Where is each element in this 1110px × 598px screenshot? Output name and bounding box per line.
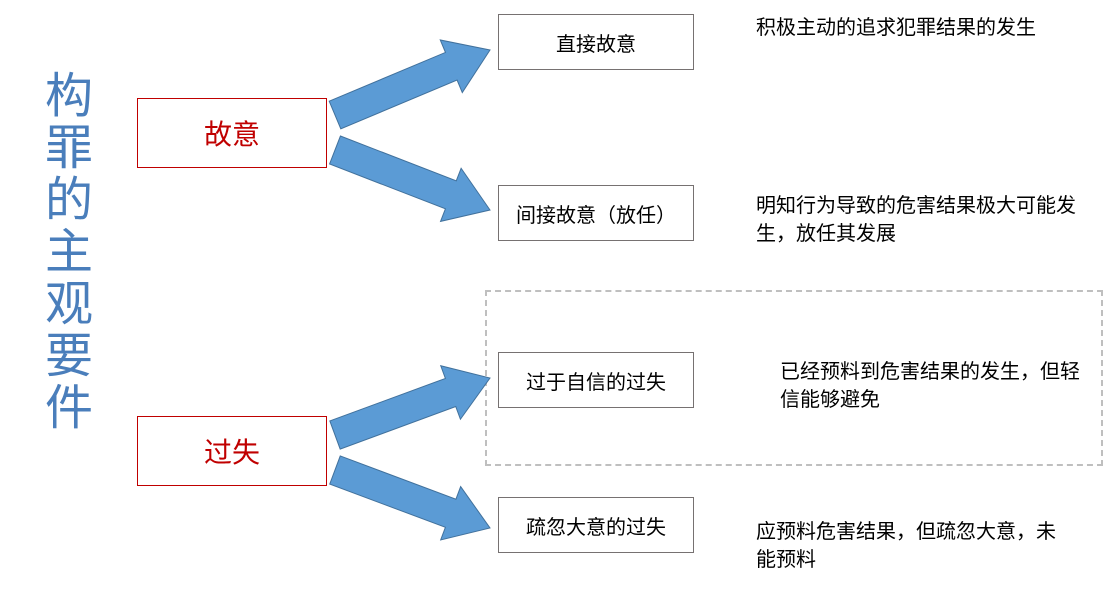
category-label: 过失: [204, 431, 260, 471]
highlight-group-box: [485, 290, 1103, 466]
category-box-negligence: 过失: [137, 416, 327, 486]
subtype-label: 疏忽大意的过失: [526, 511, 666, 540]
description-direct-intent: 积极主动的追求犯罪结果的发生: [756, 14, 1056, 42]
subtype-box-indirect-intent: 间接故意（放任）: [498, 185, 694, 241]
diagram-title: 构罪的主观要件: [28, 70, 98, 434]
subtype-label: 间接故意（放任）: [516, 199, 676, 228]
subtype-box-direct-intent: 直接故意: [498, 14, 694, 70]
category-label: 故意: [204, 113, 260, 153]
description-indirect-intent: 明知行为导致的危害结果极大可能发生，放任其发展: [756, 192, 1076, 248]
arrow-icon: [325, 351, 500, 461]
arrow-icon: [324, 24, 501, 142]
description-careless: 应预料危害结果，但疏忽大意，未能预料: [756, 518, 1056, 574]
subtype-label: 直接故意: [556, 28, 636, 57]
arrow-icon: [325, 123, 501, 236]
arrow-icon: [325, 443, 500, 554]
category-box-intent: 故意: [137, 98, 327, 168]
subtype-box-careless: 疏忽大意的过失: [498, 497, 694, 553]
